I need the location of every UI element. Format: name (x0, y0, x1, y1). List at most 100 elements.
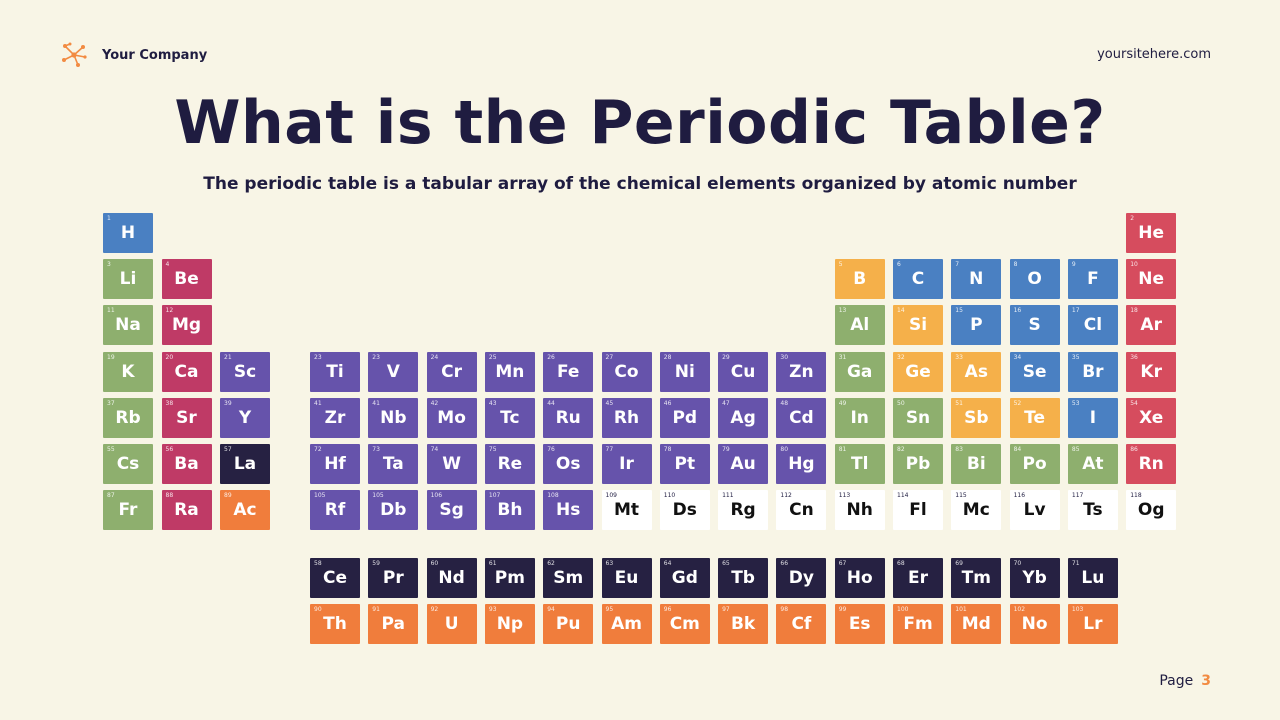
element-tile-ca[interactable]: 20 Ca (161, 351, 212, 392)
element-tile-cm[interactable]: 96 Cm (659, 604, 710, 644)
element-tile-mn[interactable]: 25 Mn (484, 351, 535, 392)
element-tile-lu[interactable]: 71 Lu (1067, 558, 1118, 598)
element-tile-rn[interactable]: 86 Rn (1126, 444, 1177, 484)
element-tile-fl[interactable]: 114 Fl (893, 490, 943, 531)
element-tile-es[interactable]: 99 Es (834, 604, 885, 644)
element-tile-nb[interactable]: 41 Nb (368, 397, 419, 438)
element-tile-p[interactable]: 15 P (951, 305, 1002, 346)
element-tile-ge[interactable]: 32 Ge (893, 351, 943, 392)
element-tile-cf[interactable]: 98 Cf (776, 604, 827, 644)
element-tile-k[interactable]: 19 K (103, 351, 153, 392)
element-tile-gd[interactable]: 64 Gd (659, 558, 710, 598)
element-tile-sn[interactable]: 50 Sn (893, 397, 943, 438)
element-tile-ce[interactable]: 58 Ce (310, 558, 360, 598)
element-tile-rf[interactable]: 105 Rf (310, 490, 360, 531)
element-tile-tl[interactable]: 81 Tl (834, 444, 885, 484)
element-tile-zn[interactable]: 30 Zn (776, 351, 827, 392)
element-tile-fm[interactable]: 100 Fm (893, 604, 943, 644)
element-tile-am[interactable]: 95 Am (601, 604, 652, 644)
element-tile-np[interactable]: 93 Np (484, 604, 535, 644)
element-tile-u[interactable]: 92 U (426, 604, 477, 644)
element-tile-rg[interactable]: 111 Rg (718, 490, 769, 531)
element-tile-tc[interactable]: 43 Tc (484, 397, 535, 438)
element-tile-kr[interactable]: 36 Kr (1126, 351, 1177, 392)
element-tile-cl[interactable]: 17 Cl (1067, 305, 1118, 346)
element-tile-dy[interactable]: 66 Dy (776, 558, 827, 598)
element-tile-ds[interactable]: 110 Ds (659, 490, 710, 531)
element-tile-lr[interactable]: 103 Lr (1067, 604, 1118, 644)
element-tile-br[interactable]: 35 Br (1067, 351, 1118, 392)
element-tile-lv[interactable]: 116 Lv (1009, 490, 1060, 531)
element-tile-te[interactable]: 52 Te (1009, 397, 1060, 438)
element-tile-cs[interactable]: 55 Cs (103, 444, 153, 484)
element-tile-nh[interactable]: 113 Nh (834, 490, 885, 531)
element-tile-og[interactable]: 118 Og (1126, 490, 1177, 531)
element-tile-ra[interactable]: 88 Ra (161, 490, 212, 531)
element-tile-re[interactable]: 75 Re (484, 444, 535, 484)
element-tile-hs[interactable]: 108 Hs (543, 490, 594, 531)
element-tile-la[interactable]: 57 La (220, 444, 270, 484)
element-tile-i[interactable]: 53 I (1067, 397, 1118, 438)
element-tile-al[interactable]: 13 Al (834, 305, 885, 346)
element-tile-se[interactable]: 34 Se (1009, 351, 1060, 392)
element-tile-ts[interactable]: 117 Ts (1067, 490, 1118, 531)
element-tile-co[interactable]: 27 Co (601, 351, 652, 392)
element-tile-ar[interactable]: 18 Ar (1126, 305, 1177, 346)
element-tile-cr[interactable]: 24 Cr (426, 351, 477, 392)
element-tile-ag[interactable]: 47 Ag (718, 397, 769, 438)
element-tile-s[interactable]: 16 S (1009, 305, 1060, 346)
element-tile-pt[interactable]: 78 Pt (659, 444, 710, 484)
element-tile-cn[interactable]: 112 Cn (776, 490, 827, 531)
element-tile-th[interactable]: 90 Th (310, 604, 360, 644)
element-tile-ac[interactable]: 89 Ac (220, 490, 270, 531)
element-tile-sb[interactable]: 51 Sb (951, 397, 1002, 438)
element-tile-be[interactable]: 4 Be (161, 259, 212, 300)
element-tile-db[interactable]: 105 Db (368, 490, 419, 531)
element-tile-ne[interactable]: 10 Ne (1126, 259, 1177, 300)
element-tile-si[interactable]: 14 Si (893, 305, 943, 346)
element-tile-ga[interactable]: 31 Ga (834, 351, 885, 392)
element-tile-bk[interactable]: 97 Bk (718, 604, 769, 644)
element-tile-rb[interactable]: 37 Rb (103, 397, 153, 438)
element-tile-ta[interactable]: 73 Ta (368, 444, 419, 484)
element-tile-y[interactable]: 39 Y (220, 397, 270, 438)
element-tile-sc[interactable]: 21 Sc (220, 351, 270, 392)
element-tile-pu[interactable]: 94 Pu (543, 604, 594, 644)
element-tile-sr[interactable]: 38 Sr (161, 397, 212, 438)
element-tile-pb[interactable]: 82 Pb (893, 444, 943, 484)
element-tile-pm[interactable]: 61 Pm (484, 558, 535, 598)
element-tile-pd[interactable]: 46 Pd (659, 397, 710, 438)
element-tile-yb[interactable]: 70 Yb (1009, 558, 1060, 598)
element-tile-as[interactable]: 33 As (951, 351, 1002, 392)
element-tile-ti[interactable]: 23 Ti (310, 351, 360, 392)
element-tile-he[interactable]: 2 He (1126, 213, 1177, 253)
element-tile-xe[interactable]: 54 Xe (1126, 397, 1177, 438)
element-tile-rh[interactable]: 45 Rh (601, 397, 652, 438)
element-tile-bi[interactable]: 83 Bi (951, 444, 1002, 484)
element-tile-w[interactable]: 74 W (426, 444, 477, 484)
element-tile-md[interactable]: 101 Md (951, 604, 1002, 644)
element-tile-hg[interactable]: 80 Hg (776, 444, 827, 484)
element-tile-ni[interactable]: 28 Ni (659, 351, 710, 392)
element-tile-pr[interactable]: 59 Pr (368, 558, 419, 598)
element-tile-sm[interactable]: 62 Sm (543, 558, 594, 598)
element-tile-mo[interactable]: 42 Mo (426, 397, 477, 438)
element-tile-sg[interactable]: 106 Sg (426, 490, 477, 531)
element-tile-v[interactable]: 23 V (368, 351, 419, 392)
element-tile-at[interactable]: 85 At (1067, 444, 1118, 484)
element-tile-li[interactable]: 3 Li (103, 259, 153, 300)
element-tile-tm[interactable]: 69 Tm (951, 558, 1002, 598)
element-tile-pa[interactable]: 91 Pa (368, 604, 419, 644)
element-tile-ho[interactable]: 67 Ho (834, 558, 885, 598)
element-tile-zr[interactable]: 41 Zr (310, 397, 360, 438)
element-tile-mt[interactable]: 109 Mt (601, 490, 652, 531)
element-tile-ba[interactable]: 56 Ba (161, 444, 212, 484)
element-tile-er[interactable]: 68 Er (893, 558, 943, 598)
element-tile-in[interactable]: 49 In (834, 397, 885, 438)
element-tile-bh[interactable]: 107 Bh (484, 490, 535, 531)
element-tile-au[interactable]: 79 Au (718, 444, 769, 484)
